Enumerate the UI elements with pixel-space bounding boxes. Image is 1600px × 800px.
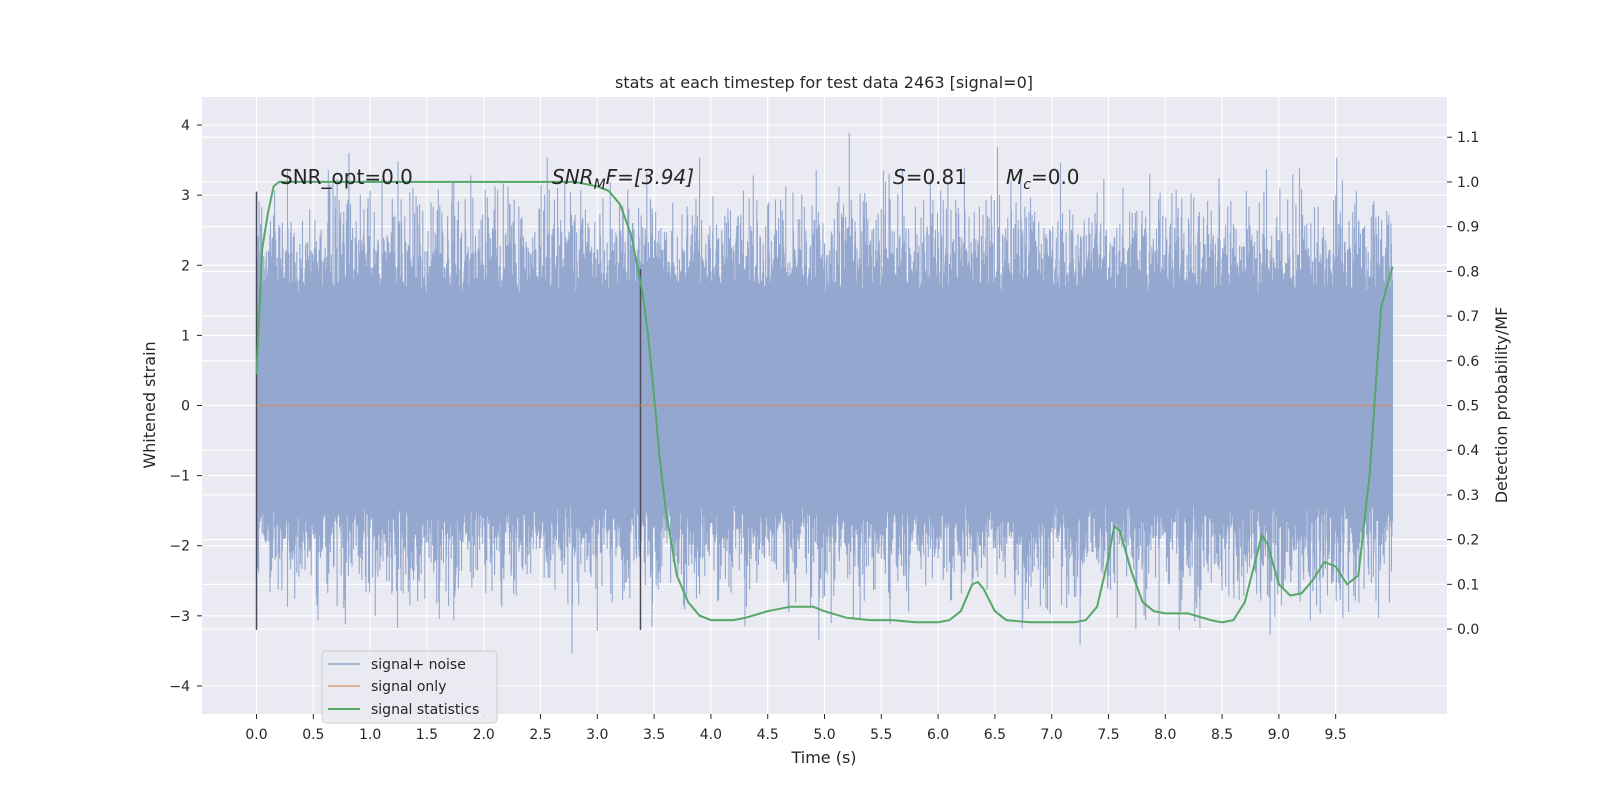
x-tick-label: 0.0	[245, 727, 267, 743]
legend-label-noise: signal+ noise	[371, 657, 466, 673]
s-rest: =0.81	[906, 165, 967, 189]
x-tick-label: 2.5	[529, 727, 551, 743]
snr-mf-rest: F=[3.94]	[606, 165, 694, 189]
y2-tick-label: 0.8	[1457, 264, 1479, 280]
y-tick-labels: 4 3 2 1 0 −1 −2 −3 −4	[169, 118, 202, 695]
x-tick-label: 3.0	[586, 727, 608, 743]
y2-tick-label: 0.3	[1457, 488, 1479, 504]
x-tick-label: 0.5	[302, 727, 324, 743]
x-tick-label: 2.0	[473, 727, 495, 743]
y2-tick-label: 0.5	[1457, 399, 1479, 415]
snr-mf-main: SNR	[552, 165, 594, 189]
x-tick-label: 9.5	[1325, 727, 1347, 743]
annotation-mc: Mc=0.0	[1006, 165, 1080, 193]
y2-tick-label: 0.2	[1457, 533, 1479, 549]
x-tick-label: 1.5	[416, 727, 438, 743]
signal-statistics-series	[255, 180, 1394, 624]
y2-tick-label: 0.6	[1457, 354, 1479, 370]
y-tick-label: −3	[169, 609, 190, 625]
legend: signal+ noise signal only signal statist…	[321, 650, 498, 724]
x-tick-label: 5.5	[870, 727, 892, 743]
y-tick-label: −4	[169, 679, 190, 695]
x-tick-label: 7.5	[1097, 727, 1119, 743]
y2-tick-label: 0.4	[1457, 443, 1479, 459]
x-tick-label: 4.5	[757, 727, 779, 743]
x-axis-label: Time (s)	[790, 748, 856, 767]
y2-tick-label: 0.7	[1457, 309, 1479, 325]
snr-mf-sub: M	[594, 177, 606, 193]
y2-tick-label: 0.9	[1457, 220, 1479, 236]
x-tick-labels: 0.0 0.5 1.0 1.5 2.0 2.5 3.0 3.5 4.0 4.5 5.0 5.5 6.0 6…	[245, 714, 1347, 743]
x-tick-label: 8.0	[1154, 727, 1176, 743]
y-tick-label: −2	[169, 539, 190, 555]
x-tick-label: 6.5	[984, 727, 1006, 743]
x-tick-label: 1.0	[359, 727, 381, 743]
annotation-s: S=0.81	[893, 165, 967, 189]
s-italic: S	[893, 165, 906, 189]
y2-tick-label: 0.0	[1457, 622, 1479, 638]
legend-label-statistics: signal statistics	[371, 702, 479, 718]
x-tick-label: 5.0	[813, 727, 835, 743]
x-tick-label: 8.5	[1211, 727, 1233, 743]
y-tick-label: −1	[169, 469, 190, 485]
legend-label-signal-only: signal only	[371, 679, 446, 695]
chart-title: stats at each timestep for test data 246…	[615, 73, 1033, 92]
x-tick-label: 7.0	[1041, 727, 1063, 743]
y-tick-label: 2	[181, 258, 190, 274]
y2-tick-labels: 1.1 1.0 0.9 0.8 0.7 0.6 0.5 0.4 0.3 0.2 0.1 0.0	[1447, 130, 1479, 638]
y-axis-label: Whitened strain	[140, 341, 159, 468]
x-tick-label: 4.0	[700, 727, 722, 743]
x-tick-label: 6.0	[927, 727, 949, 743]
x-tick-label: 3.5	[643, 727, 665, 743]
y-tick-label: 1	[181, 328, 190, 344]
x-tick-label: 9.0	[1268, 727, 1290, 743]
annotation-snr-mf: SNRMF=[3.94]	[552, 165, 694, 193]
mc-sub: c	[1023, 177, 1031, 193]
y2-axis-label: Detection probability/MF	[1492, 307, 1511, 504]
y-tick-label: 4	[181, 118, 190, 134]
y2-tick-label: 1.1	[1457, 130, 1479, 146]
y-tick-label: 0	[181, 399, 190, 415]
mc-rest: =0.0	[1031, 165, 1080, 189]
annotation-snr-opt: SNR_opt=0.0	[280, 165, 413, 189]
mc-italic: M	[1006, 165, 1023, 189]
legend-box	[321, 650, 498, 724]
y2-tick-label: 1.0	[1457, 175, 1479, 191]
y2-tick-label: 0.1	[1457, 577, 1479, 593]
y-tick-label: 3	[181, 188, 190, 204]
